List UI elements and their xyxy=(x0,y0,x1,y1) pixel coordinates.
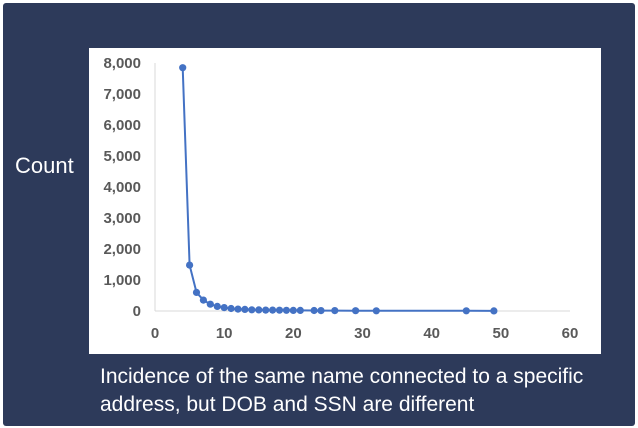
x-tick-label: 60 xyxy=(562,325,579,342)
data-point xyxy=(331,307,339,315)
x-tick-label: 50 xyxy=(492,325,509,342)
data-point xyxy=(227,304,235,313)
data-point xyxy=(248,306,256,314)
data-point xyxy=(317,307,325,315)
data-point xyxy=(352,307,360,315)
x-tick-label: 30 xyxy=(354,325,371,342)
y-axis-label: Count xyxy=(15,153,74,178)
data-point xyxy=(234,305,242,313)
data-point xyxy=(282,306,290,314)
data-point xyxy=(275,306,284,314)
y-tick-label: 1,000 xyxy=(103,272,141,289)
x-tick-label: 10 xyxy=(216,325,233,342)
data-point xyxy=(262,306,270,314)
data-point xyxy=(490,307,498,315)
data-point xyxy=(213,302,221,310)
data-point xyxy=(289,306,297,314)
data-point xyxy=(220,304,228,312)
data-point xyxy=(462,307,470,315)
x-tick-label: 20 xyxy=(285,325,302,342)
data-point xyxy=(192,288,201,296)
data-point xyxy=(269,306,277,314)
x-tick-label: 0 xyxy=(151,325,159,342)
chart-background: Count Incidence of the same name connect… xyxy=(3,3,635,426)
x-tick-label: 40 xyxy=(423,325,440,342)
y-tick-label: 3,000 xyxy=(103,210,141,227)
y-tick-label: 6,000 xyxy=(103,117,141,134)
data-point xyxy=(179,64,187,72)
data-point xyxy=(255,306,263,314)
data-point xyxy=(372,307,380,315)
data-point xyxy=(310,306,318,315)
x-axis-label: Incidence of the same name connected to … xyxy=(100,365,584,416)
series-line xyxy=(181,67,494,312)
y-tick-label: 7,000 xyxy=(103,86,141,103)
data-point xyxy=(206,300,214,308)
y-tick-label: 8,000 xyxy=(103,55,141,72)
data-point xyxy=(296,306,304,314)
y-tick-label: 2,000 xyxy=(103,241,141,258)
y-tick-label: 4,000 xyxy=(103,179,141,196)
y-tick-label: 0 xyxy=(133,303,141,320)
plot-area xyxy=(89,48,601,354)
data-point xyxy=(199,296,207,304)
y-tick-label: 5,000 xyxy=(103,148,141,165)
data-point xyxy=(241,305,249,313)
data-point xyxy=(186,261,194,269)
